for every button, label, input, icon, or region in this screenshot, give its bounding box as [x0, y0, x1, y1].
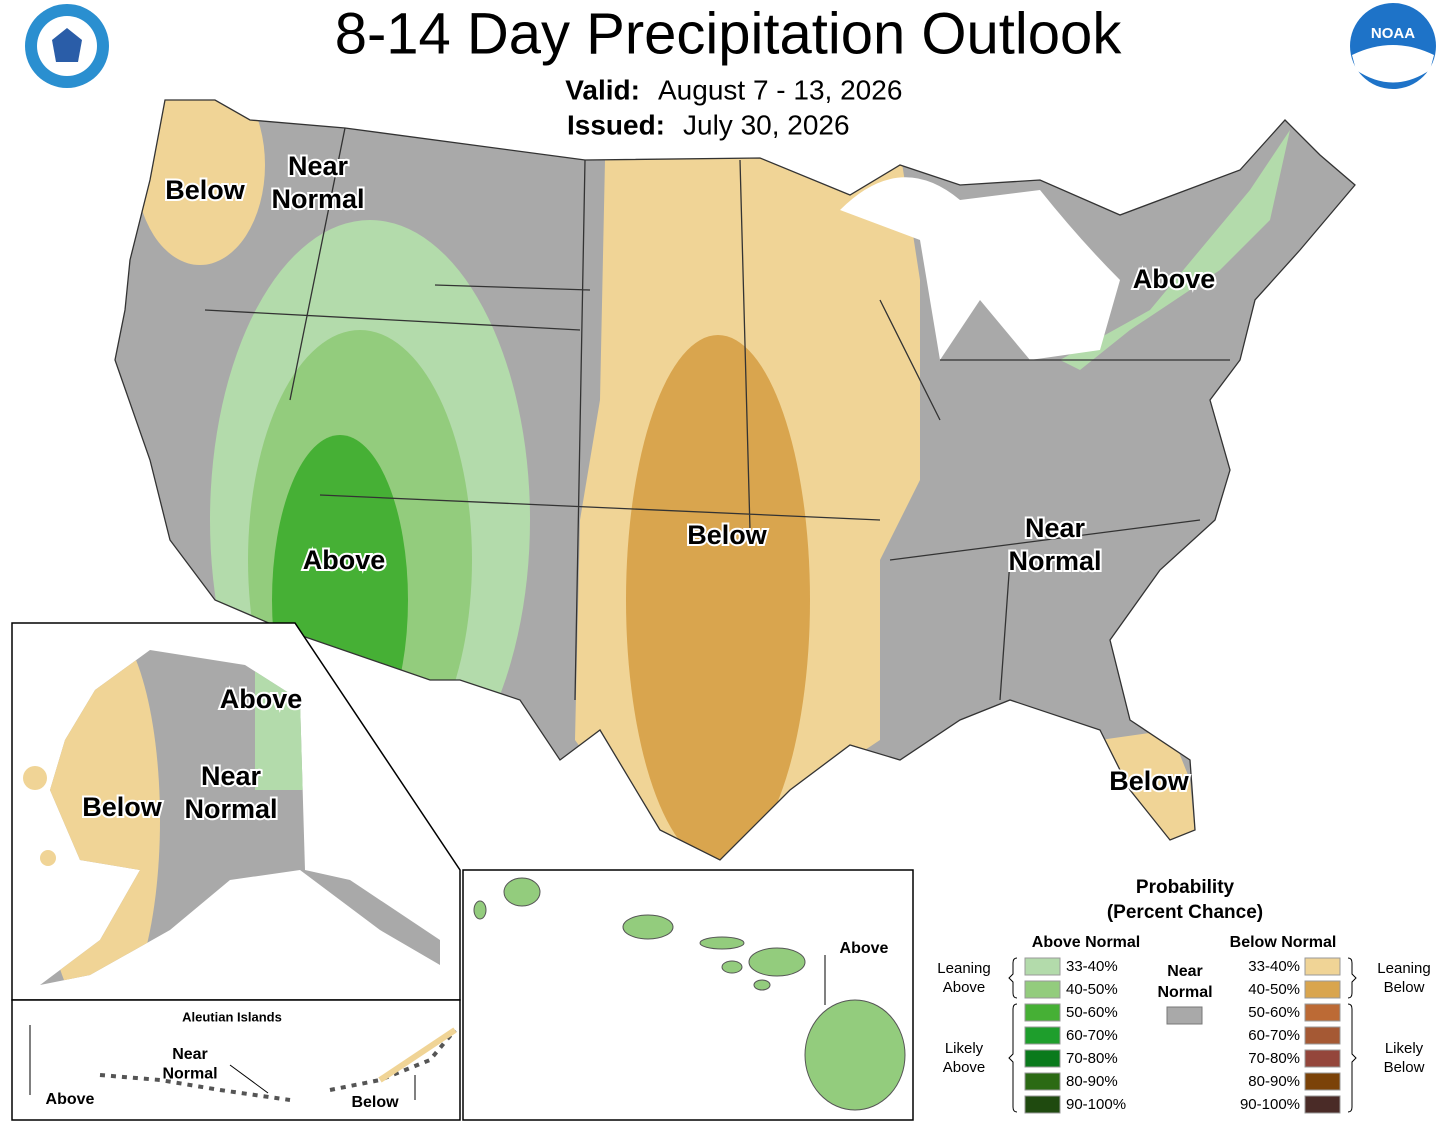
aleutian-title: Aleutian Islands: [182, 1009, 282, 1024]
legend-group: Leaning Below: [1377, 960, 1430, 996]
valid-dates: August 7 - 13, 2026: [658, 74, 902, 105]
label-line: Normal: [271, 184, 364, 214]
label-line: Above: [943, 979, 986, 996]
label-line: Likely: [945, 1040, 984, 1057]
issued-date: July 30, 2026: [683, 109, 850, 140]
label-line: Near: [288, 151, 349, 181]
legend-brace: [1347, 957, 1357, 999]
legend-group: Leaning Above: [937, 960, 990, 996]
label-line: (Percent Chance): [1107, 902, 1263, 923]
label-line: Below: [1109, 766, 1190, 796]
map-label: Below: [82, 792, 163, 822]
legend-swatch: [1304, 1095, 1341, 1114]
legend-range: 60-70%: [1248, 1027, 1300, 1044]
map-label: Below: [687, 520, 768, 550]
legend-swatch: [1304, 1003, 1341, 1022]
label-line: Above: [840, 940, 889, 957]
legend-swatch: [1304, 957, 1341, 976]
valid-label: Valid:: [565, 74, 640, 105]
legend-brace: [1008, 957, 1018, 999]
hawaii-inset: [462, 869, 914, 1121]
legend-swatch: [1024, 957, 1061, 976]
legend-range: 70-80%: [1066, 1050, 1118, 1067]
map-label: Above: [46, 1091, 95, 1108]
legend-swatch: [1024, 1003, 1061, 1022]
label-line: Below: [1384, 979, 1425, 996]
legend-swatch: [1024, 1026, 1061, 1045]
label-line: Near: [1167, 963, 1203, 980]
label-line: Below: [1384, 1059, 1425, 1076]
label-line: Normal: [184, 794, 277, 824]
legend-title: Probability (Percent Chance): [1107, 877, 1263, 923]
label-line: Probability: [1136, 877, 1235, 898]
map-label: Above: [220, 684, 303, 714]
label-line: Above: [1133, 264, 1216, 294]
map-label: Below: [1109, 766, 1190, 796]
legend-range: 50-60%: [1248, 1004, 1300, 1021]
legend-swatch: [1166, 1006, 1203, 1025]
label-line: Above: [303, 545, 386, 575]
label-line: Below: [82, 792, 163, 822]
legend-group: Likely Above: [943, 1040, 986, 1076]
legend-range: 40-50%: [1066, 981, 1118, 998]
map-label: Near Normal: [162, 1046, 217, 1083]
label-line: Leaning: [937, 960, 990, 977]
legend-range: 70-80%: [1248, 1050, 1300, 1067]
legend-swatch: [1304, 1026, 1341, 1045]
title: 8-14 Day Precipitation Outlook: [335, 1, 1123, 66]
label-line: Normal: [1157, 984, 1212, 1001]
label-line: Near: [172, 1046, 208, 1063]
legend-range: 80-90%: [1248, 1073, 1300, 1090]
legend-swatch: [1024, 1049, 1061, 1068]
legend-swatch: [1304, 1049, 1341, 1068]
legend-range: 33-40%: [1248, 958, 1300, 975]
alaska-inset: [11, 622, 461, 1001]
issued-label: Issued:: [567, 109, 665, 140]
legend-brace: [1347, 1003, 1357, 1113]
legend-swatch: [1024, 1072, 1061, 1091]
legend-swatch: [1024, 980, 1061, 999]
label-line: Below: [687, 520, 768, 550]
map-label: Near Normal: [184, 761, 277, 824]
map-label: Below: [351, 1094, 399, 1111]
label-line: Leaning: [1377, 960, 1430, 977]
aleutian-inset: [11, 999, 461, 1121]
legend-heading: Below Normal: [1230, 934, 1337, 951]
map-label: Near Normal: [1008, 513, 1101, 576]
legend: Probability (Percent Chance) Above Normal…: [937, 877, 1431, 1114]
map-label: Near Normal: [271, 151, 364, 214]
legend-swatch: [1024, 1095, 1061, 1114]
label-line: Normal: [162, 1066, 217, 1083]
legend-range: 90-100%: [1066, 1096, 1126, 1113]
label-line: Near: [201, 761, 262, 791]
commerce-seal: [25, 4, 109, 88]
legend-range: 40-50%: [1248, 981, 1300, 998]
label-line: Below: [165, 175, 246, 205]
legend-range: 33-40%: [1066, 958, 1118, 975]
map-label: Above: [303, 545, 386, 575]
label-line: Below: [351, 1094, 399, 1111]
label-line: Normal: [1008, 546, 1101, 576]
legend-near-normal: Near Normal: [1157, 963, 1212, 1001]
map-label: Below: [165, 175, 246, 205]
label-line: Above: [943, 1059, 986, 1076]
noaa-logo: NOAA: [1350, 3, 1436, 89]
label-line: Above: [46, 1091, 95, 1108]
legend-swatch: [1304, 1072, 1341, 1091]
map-label: Above: [1133, 264, 1216, 294]
legend-heading: Above Normal: [1032, 934, 1140, 951]
map-label: Above: [840, 940, 889, 957]
legend-range: 60-70%: [1066, 1027, 1118, 1044]
legend-range: 90-100%: [1240, 1096, 1300, 1113]
legend-group: Likely Below: [1384, 1040, 1425, 1076]
label-line: Near: [1025, 513, 1086, 543]
legend-swatch: [1304, 980, 1341, 999]
label-line: Above: [220, 684, 303, 714]
legend-range: 80-90%: [1066, 1073, 1118, 1090]
legend-brace: [1008, 1003, 1018, 1113]
legend-range: 50-60%: [1066, 1004, 1118, 1021]
logo-text: NOAA: [1371, 25, 1415, 42]
label-line: Likely: [1385, 1040, 1424, 1057]
